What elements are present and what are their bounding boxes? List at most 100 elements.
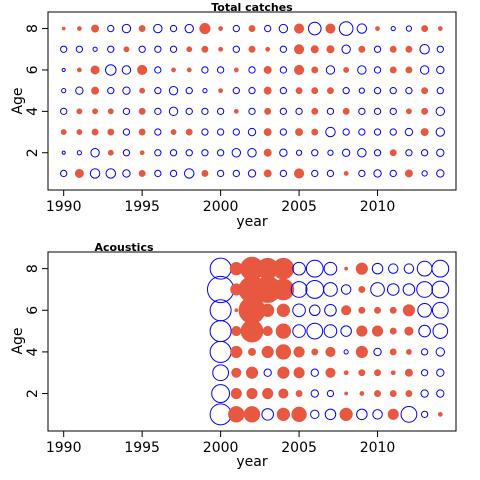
bubble-negative	[279, 66, 288, 74]
bubble-negative	[416, 260, 433, 277]
bubble-positive	[91, 128, 99, 136]
bubble-negative	[90, 148, 100, 158]
bubble-negative	[338, 21, 354, 36]
bubble-negative	[326, 389, 335, 398]
bubble-negative	[323, 282, 338, 297]
bubble-positive	[272, 278, 295, 301]
bubble-negative	[305, 280, 325, 299]
bubble-positive	[276, 407, 290, 421]
bubble-positive	[264, 107, 272, 115]
bubble-negative	[436, 368, 445, 377]
bubble-negative	[389, 169, 397, 178]
bubble-positive	[218, 26, 224, 31]
bubble-negative	[323, 324, 338, 338]
bubble-negative	[373, 347, 382, 357]
bubble-negative	[311, 169, 319, 178]
bubble-negative	[211, 384, 231, 403]
bubble-negative	[216, 128, 225, 136]
bubble-negative	[340, 284, 352, 295]
bubble-positive	[138, 169, 146, 177]
bubble-negative	[431, 280, 450, 299]
bubble-positive	[199, 23, 211, 35]
bubble-positive	[359, 391, 365, 396]
y-tick-label: 8	[25, 24, 41, 33]
bubble-positive	[294, 168, 305, 179]
bubble-positive	[246, 387, 258, 400]
bubble-negative	[435, 106, 446, 117]
bubble-negative	[373, 169, 382, 178]
bubble-negative	[373, 149, 382, 157]
bubble-positive	[230, 387, 242, 400]
bubble-negative	[373, 128, 382, 136]
bubble-positive	[275, 323, 292, 339]
bubble-positive	[343, 171, 349, 176]
bubble-negative	[436, 45, 444, 53]
bubble-negative	[279, 128, 288, 136]
bubble-negative	[75, 86, 84, 95]
bubble-negative	[341, 44, 351, 54]
x-tick-label: 2010	[360, 440, 396, 456]
bubble-negative	[372, 409, 383, 420]
y-axis: 2 4 6 8	[25, 264, 48, 398]
bubble-negative	[279, 45, 288, 53]
bubble-positive	[389, 149, 397, 157]
bubble-negative	[432, 323, 449, 339]
bubble-positive	[76, 67, 82, 73]
bubble-positive	[358, 369, 366, 377]
bubble-negative	[248, 107, 256, 115]
bubble-positive	[275, 344, 292, 360]
y-tick-label: 2	[25, 389, 41, 398]
bubble-positive	[405, 348, 412, 355]
bubble-positive	[76, 129, 83, 135]
y-tick-label: 6	[25, 306, 41, 315]
bubble-positive	[311, 87, 319, 95]
bubble-negative	[420, 348, 429, 356]
y-axis: 2 4 6 8	[25, 24, 48, 157]
bubble-negative	[247, 169, 257, 178]
bubble-positive	[421, 25, 429, 33]
bubble-positive	[233, 108, 239, 114]
x-tick-label: 2000	[203, 199, 239, 215]
bubble-positive	[387, 408, 399, 420]
bubble-negative	[122, 107, 131, 115]
bubble-negative	[370, 282, 385, 297]
bubble-negative	[292, 261, 306, 276]
bubble-positive	[375, 26, 380, 31]
bubble-negative	[356, 408, 368, 421]
bubble-negative	[216, 169, 225, 178]
bubble-positive	[231, 367, 242, 378]
bubble-negative	[107, 24, 115, 33]
bubble-positive	[325, 367, 336, 378]
bubble-negative	[371, 262, 384, 275]
bubble-positive	[389, 327, 397, 335]
bubble-negative	[169, 149, 178, 157]
bubble-negative	[247, 127, 257, 137]
bubble-negative	[60, 169, 68, 178]
bubble-positive	[339, 407, 353, 421]
bubble-negative	[61, 150, 66, 155]
bubble-positive	[371, 325, 384, 337]
bubble-positive	[107, 128, 115, 136]
bubble-positive	[342, 107, 350, 115]
bubble-negative	[122, 128, 131, 136]
bubble-positive	[107, 149, 114, 156]
bubble-negative	[436, 65, 445, 75]
bubble-negative	[216, 107, 225, 115]
bubble-negative	[416, 281, 433, 298]
bubble-positive	[389, 66, 397, 74]
bubble-positive	[325, 346, 336, 357]
bubble-negative	[325, 126, 336, 138]
x-tick-label: 1995	[124, 440, 160, 456]
bubble-positive	[261, 345, 274, 358]
x-axis-label: year	[236, 214, 267, 230]
bubble-negative	[292, 324, 306, 338]
bubble-negative	[290, 281, 308, 298]
plot-frame	[47, 11, 457, 191]
bubble-positive	[233, 67, 239, 73]
bubble-negative	[326, 107, 335, 115]
bubble-positive	[343, 67, 350, 73]
bubble-negative	[201, 149, 209, 157]
bubble-negative	[420, 369, 429, 377]
bubble-negative	[61, 88, 67, 94]
